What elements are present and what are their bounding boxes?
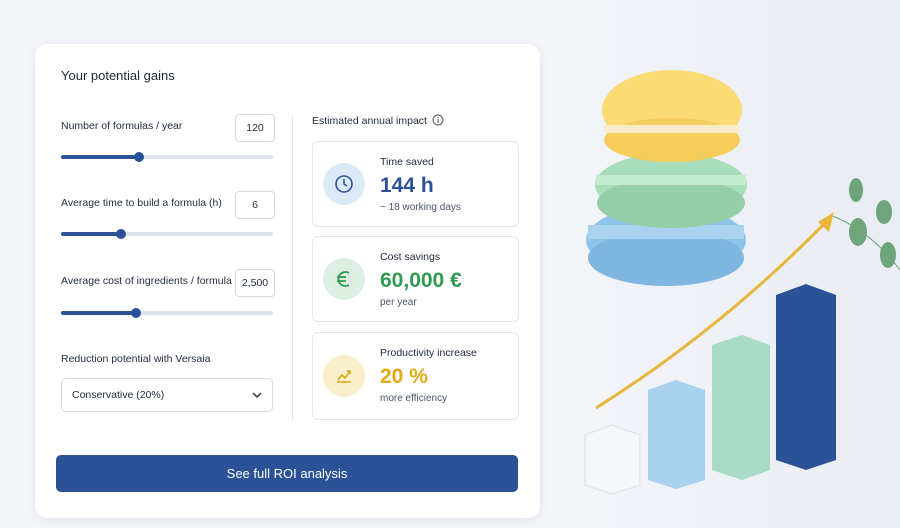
macarons bbox=[586, 70, 747, 286]
cta-button[interactable]: See full ROI analysis bbox=[56, 455, 518, 492]
slider[interactable] bbox=[61, 308, 273, 318]
slider-fill bbox=[61, 311, 136, 315]
leaves bbox=[829, 178, 900, 271]
metric-card: Productivity increase 20 % more efficien… bbox=[312, 332, 519, 420]
slider-fill bbox=[61, 232, 121, 236]
slider-thumb[interactable] bbox=[131, 308, 141, 318]
metric-label: Time saved bbox=[380, 156, 434, 168]
metric-note: more efficiency bbox=[380, 393, 448, 404]
metric-label: Cost savings bbox=[380, 251, 441, 263]
info-icon[interactable] bbox=[432, 114, 444, 126]
input-box[interactable]: 6 bbox=[235, 191, 275, 219]
metric-icon bbox=[323, 163, 365, 205]
dropdown-value: Conservative (20%) bbox=[72, 389, 165, 401]
metric-card: Time saved 144 h ~ 18 working days bbox=[312, 141, 519, 227]
impact-title: Estimated annual impact bbox=[312, 115, 427, 127]
input-label: Average cost of ingredients / formula (€… bbox=[61, 275, 248, 287]
input-box[interactable]: 120 bbox=[235, 114, 275, 142]
metric-card: Cost savings 60,000 € per year bbox=[312, 236, 519, 322]
metric-icon bbox=[323, 258, 365, 300]
metric-value: 20 % bbox=[380, 365, 428, 388]
metric-value: 60,000 € bbox=[380, 269, 462, 292]
input-label: Number of formulas / year bbox=[61, 120, 183, 132]
slider-thumb[interactable] bbox=[134, 152, 144, 162]
divider bbox=[292, 115, 293, 420]
roi-card: Your potential gains Number of formulas … bbox=[35, 44, 540, 518]
slider[interactable] bbox=[61, 152, 273, 162]
metric-value: 144 h bbox=[380, 174, 434, 197]
bars bbox=[584, 284, 836, 495]
input-box[interactable]: 2,500 bbox=[235, 269, 275, 297]
slider-fill bbox=[61, 155, 139, 159]
metric-note: ~ 18 working days bbox=[380, 202, 461, 213]
arrow-head bbox=[818, 212, 834, 232]
dropdown[interactable]: Conservative (20%) bbox=[61, 378, 273, 412]
slider-thumb[interactable] bbox=[116, 229, 126, 239]
chevron bbox=[252, 392, 262, 399]
metric-label: Productivity increase bbox=[380, 347, 477, 359]
metric-note: per year bbox=[380, 297, 417, 308]
slider[interactable] bbox=[61, 229, 273, 239]
dropdown-label: Reduction potential with Versaia bbox=[61, 353, 211, 365]
metric-icon bbox=[323, 355, 365, 397]
trend-arrow bbox=[595, 220, 828, 410]
card-title: Your potential gains bbox=[61, 68, 175, 83]
input-label: Average time to build a formula (h) bbox=[61, 197, 222, 209]
